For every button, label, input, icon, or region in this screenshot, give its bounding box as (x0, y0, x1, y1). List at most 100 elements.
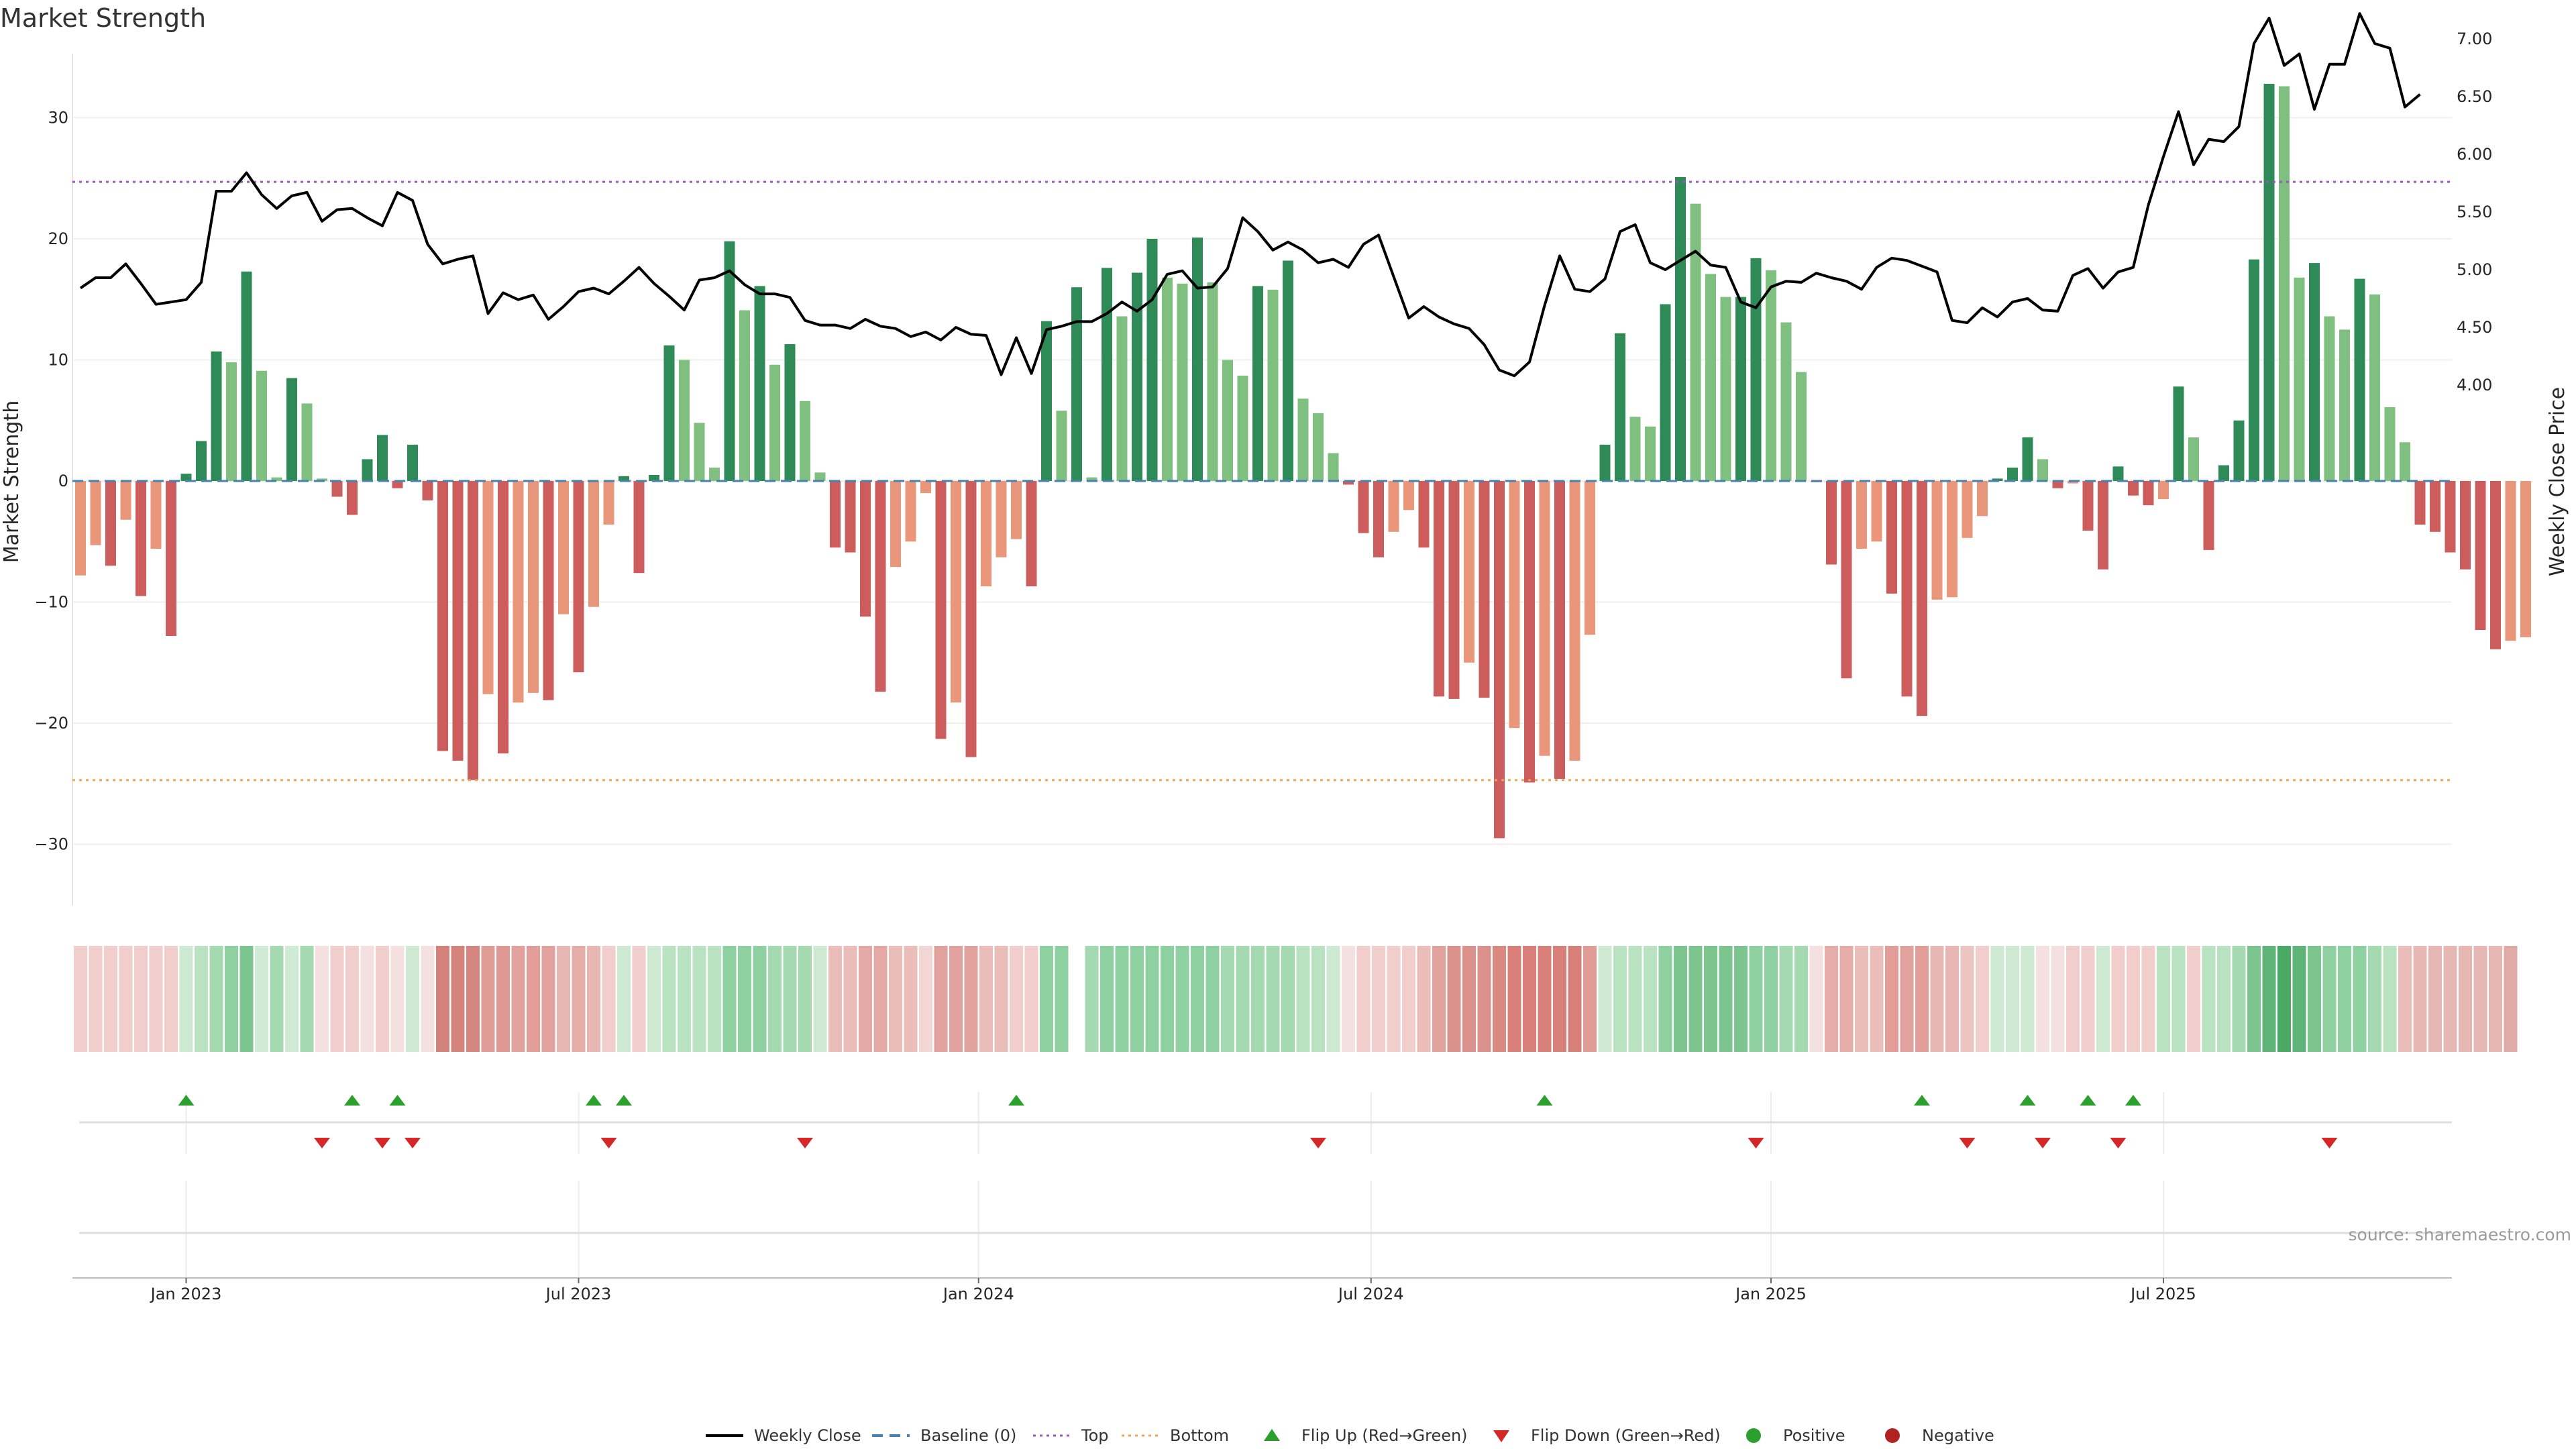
heatmap-cell (1221, 946, 1234, 1052)
heatmap-cell (1749, 946, 1763, 1052)
flip-down-marker (1310, 1138, 1326, 1148)
strength-bar (875, 481, 886, 692)
legend-item: Positive (1746, 1426, 1845, 1445)
heatmap-cell (949, 946, 963, 1052)
heatmap-cell (270, 946, 284, 1052)
heatmap-cell (74, 946, 87, 1052)
heatmap-cell (2217, 946, 2231, 1052)
y-tick-label: −20 (34, 714, 68, 733)
strength-bar (2445, 481, 2456, 553)
heatmap-cell (406, 946, 419, 1052)
heatmap-cell (1598, 946, 1612, 1052)
strength-bar (1146, 239, 1158, 481)
heatmap-cell (1613, 946, 1627, 1052)
strength-bar (1479, 481, 1490, 698)
heatmap-cell (511, 946, 525, 1052)
strength-bar (1026, 481, 1037, 587)
heatmap-cell (1115, 946, 1129, 1052)
strength-bar (1871, 481, 1882, 542)
strength-bar (1358, 481, 1369, 533)
strength-bar (2173, 386, 2184, 481)
strength-bar (150, 481, 162, 549)
strength-bar (196, 441, 207, 481)
strength-bar (1343, 481, 1354, 485)
heatmap-cell (798, 946, 812, 1052)
heatmap-cell (979, 946, 993, 1052)
strength-bar (1207, 282, 1218, 481)
strength-bar (1629, 417, 1641, 481)
strength-bar (256, 370, 267, 481)
heatmap-cell (2262, 946, 2276, 1052)
strength-bar (211, 351, 222, 481)
flip-up-marker (1914, 1095, 1930, 1106)
heatmap-cell (1658, 946, 1672, 1052)
flip-down-marker (2035, 1138, 2051, 1148)
y2-tick-label: 5.00 (2457, 260, 2492, 279)
heatmap-cell (2277, 946, 2291, 1052)
strength-bar (1675, 176, 1686, 481)
source-label: source: sharemaestro.com (2349, 1225, 2572, 1244)
heatmap-cell (768, 946, 782, 1052)
strength-bar (2082, 481, 2094, 531)
heatmap-cell (390, 946, 405, 1052)
heatmap-cell (2006, 946, 2019, 1052)
flip-down-marker (314, 1138, 330, 1148)
x-tick-label: Jan 2023 (150, 1285, 222, 1303)
heatmap-cell (2096, 946, 2110, 1052)
strength-bar (1448, 481, 1460, 699)
weekly-close-line (79, 12, 2421, 378)
strength-bar (905, 481, 916, 542)
flip-up-marker (2080, 1095, 2096, 1106)
strength-bar (1237, 375, 1248, 481)
heatmap-cell (1100, 946, 1114, 1052)
strength-bar (845, 481, 856, 553)
heatmap-cell (164, 946, 178, 1052)
heatmap-cell (1990, 946, 2004, 1052)
strength-bar (2414, 481, 2426, 525)
strength-bar (679, 360, 690, 481)
legend-item: Flip Up (Red→Green) (1264, 1426, 1468, 1445)
strength-bar (1162, 277, 1173, 481)
heatmap-cell (572, 946, 586, 1052)
legend-swatch (1746, 1428, 1761, 1443)
heatmap-cell (1462, 946, 1476, 1052)
heatmap-cell (1085, 946, 1099, 1052)
strength-bar (1524, 481, 1535, 783)
strength-bar (2294, 277, 2305, 481)
strength-bar (528, 481, 539, 693)
heatmap-cell (1493, 946, 1506, 1052)
heatmap-cell (2413, 946, 2427, 1052)
x-tick-label: Jul 2023 (545, 1285, 612, 1303)
strength-bar (2022, 437, 2033, 481)
heatmap-cell (436, 946, 449, 1052)
heatmap-cell (1825, 946, 1838, 1052)
strength-bar (769, 364, 780, 481)
y2-tick-label: 7.00 (2457, 30, 2492, 48)
strength-bar (392, 481, 403, 488)
heatmap-cell (678, 946, 691, 1052)
heatmap-cell (813, 946, 827, 1052)
strength-bar (1962, 481, 1973, 538)
heatmap-cell (195, 946, 208, 1052)
legend-label: Baseline (0) (920, 1426, 1016, 1445)
heatmap-cell (1010, 946, 1023, 1052)
heatmap-cell (1976, 946, 1989, 1052)
heatmap-cell (1628, 946, 1642, 1052)
strength-bar (1056, 411, 1067, 481)
flip-down-marker (1959, 1138, 1976, 1148)
heatmap-cell (2338, 946, 2351, 1052)
strength-bar (1931, 481, 1943, 600)
strength-bar (1841, 481, 1852, 679)
strength-bar (166, 481, 176, 637)
legend-label: Top (1081, 1426, 1109, 1445)
strength-bar (1554, 481, 1565, 780)
strength-bar (2475, 481, 2486, 631)
heatmap-cell (1538, 946, 1552, 1052)
heatmap-cell (119, 946, 133, 1052)
strength-bar (1735, 297, 1746, 481)
heatmap-cell (2504, 946, 2518, 1052)
strength-bar (619, 476, 629, 481)
strength-bar (331, 481, 343, 497)
strength-bar (739, 310, 750, 481)
